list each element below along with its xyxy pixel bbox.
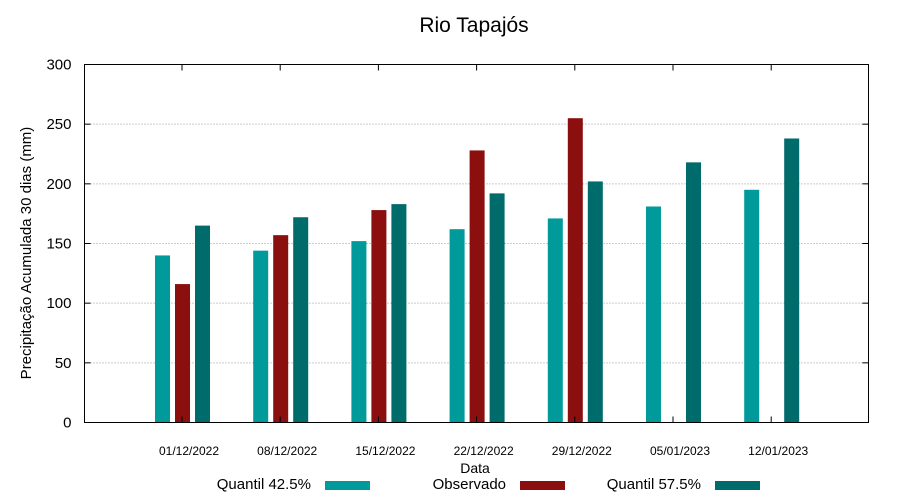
bar-quantil-42-5--1 <box>253 250 269 423</box>
x-tick-label: 22/12/2022 <box>454 444 514 458</box>
y-tick-label: 250 <box>46 116 71 133</box>
bar-observado-0 <box>175 284 190 423</box>
bar-quantil-42-5--3 <box>449 229 465 423</box>
legend-label: Observado <box>433 476 506 493</box>
bar-quantil-57-5--4 <box>587 181 603 423</box>
bar-observado-2 <box>371 210 387 423</box>
y-tick-label: 0 <box>63 415 71 432</box>
bar-quantil-57-5--2 <box>391 204 407 423</box>
bar-observado-4 <box>567 118 583 423</box>
x-tick-label: 15/12/2022 <box>355 444 415 458</box>
legend: Quantil 42.5% Observado Quantil 57.5% <box>217 476 760 493</box>
bar-quantil-42-5--4 <box>547 218 563 423</box>
y-tick-label: 50 <box>55 355 72 372</box>
x-tick-label: 12/01/2023 <box>748 444 808 458</box>
bar-quantil-57-5--6 <box>784 138 800 423</box>
x-tick-label: 08/12/2022 <box>257 444 317 458</box>
bar-quantil-57-5--3 <box>489 193 505 423</box>
y-axis: 0 50 100 150 200 250 300 <box>46 57 869 432</box>
bars <box>155 118 800 423</box>
chart-title: Rio Tapajós <box>419 14 528 37</box>
y-tick-label: 100 <box>46 295 71 312</box>
bar-quantil-42-5--0 <box>155 255 170 423</box>
x-tick-label: 29/12/2022 <box>552 444 612 458</box>
x-tick-label: 05/01/2023 <box>650 444 710 458</box>
legend-label: Quantil 42.5% <box>217 476 311 493</box>
x-axis: 01/12/2022 08/12/2022 15/12/2022 22/12/2022… <box>159 64 809 458</box>
bar-observado-3 <box>469 150 485 423</box>
y-axis-label: Precipitação Acumulada 30 dias (mm) <box>18 127 35 380</box>
bar-quantil-57-5--5 <box>686 162 701 423</box>
bar-quantil-57-5--1 <box>293 217 309 423</box>
legend-swatch <box>520 481 565 490</box>
bar-quantil-42-5--5 <box>646 206 661 423</box>
y-tick-label: 150 <box>46 236 71 253</box>
bar-quantil-57-5--0 <box>195 225 210 423</box>
x-tick-label: 01/12/2022 <box>159 444 219 458</box>
y-tick-label: 200 <box>46 176 71 193</box>
legend-swatch <box>325 481 370 490</box>
x-axis-label: Data <box>460 460 490 476</box>
legend-label: Quantil 57.5% <box>607 476 701 493</box>
bar-observado-1 <box>273 235 289 423</box>
legend-swatch <box>715 481 760 490</box>
bar-quantil-42-5--6 <box>744 189 760 423</box>
bar-quantil-42-5--2 <box>351 241 367 423</box>
y-tick-label: 300 <box>46 57 71 74</box>
